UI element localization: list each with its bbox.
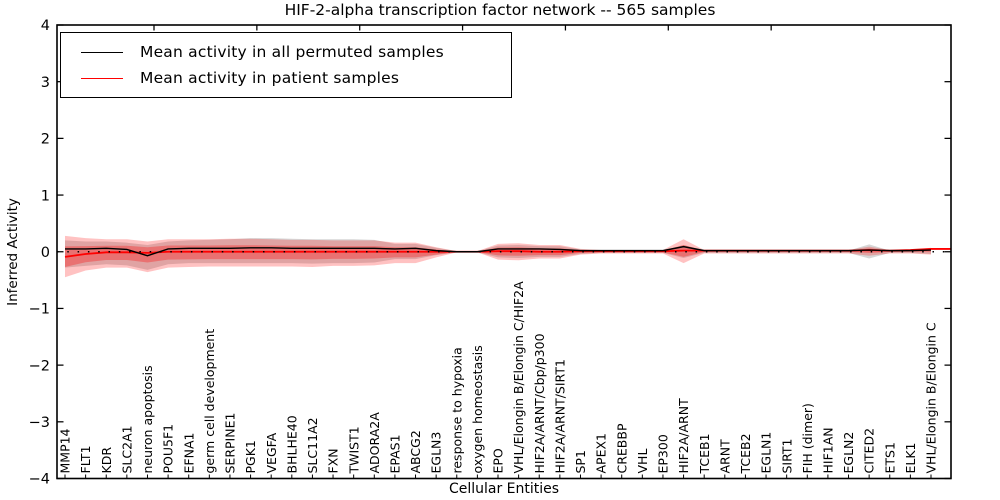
band-patient-samples-std [65,235,931,278]
x-category-label: FLT1 [78,445,93,473]
permuted-line-swatch [81,51,123,53]
y-tick-label: 1 [41,188,50,204]
legend: Mean activity in all permuted samples Me… [60,32,512,98]
x-category-label: ADORA2A [367,412,382,474]
x-category-label: CITED2 [862,428,877,474]
x-category-label: EGLN1 [759,432,774,474]
x-category-label: EPO [491,448,506,473]
x-axis-title: Cellular Entities [448,481,560,497]
x-category-label: response to hypoxia [449,347,464,473]
x-category-label: APEX1 [594,433,609,474]
x-category-label: FIH (dimer) [800,403,815,473]
x-category-label: EGLN2 [841,432,856,474]
y-tick-label: 2 [41,132,50,148]
legend-label-permuted: Mean activity in all permuted samples [140,43,444,61]
y-tick-label: 0 [41,245,50,261]
x-category-label: germ cell development [202,329,217,474]
y-tick-label: 4 [41,18,50,34]
y-tick-label: −2 [29,358,50,374]
x-category-label: HIF2A/ARNT/SIRT1 [552,359,567,473]
x-category-label: ABCG2 [408,430,423,473]
x-category-label: VHL [635,449,650,474]
x-category-label: MMP14 [58,428,73,473]
x-category-label: neuron apoptosis [140,365,155,473]
x-category-label: EP300 [656,434,671,473]
x-category-label: TWIST1 [346,426,361,474]
x-category-label: FXN [326,448,341,473]
x-category-label: SIRT1 [779,439,794,474]
y-tick-label: −3 [29,415,50,431]
x-category-label: EGLN3 [429,432,444,474]
x-category-label: SLC2A1 [119,425,134,473]
x-category-label: oxygen homeostasis [470,345,485,473]
x-category-label: ARNT [717,439,732,474]
x-category-label: HIF2A/ARNT [676,398,691,474]
x-category-label: KDR [99,447,114,474]
legend-entry-patient: Mean activity in patient samples [61,69,511,87]
legend-entry-permuted: Mean activity in all permuted samples [61,43,511,61]
x-category-label: PGK1 [243,440,258,473]
x-category-label: SLC11A2 [305,417,320,473]
x-category-label: SP1 [573,450,588,473]
x-category-label: TCEB2 [738,433,753,474]
x-category-label: VHL/Elongin B/Elongin C/HIF2A [511,281,526,474]
x-category-label: HIF1AN [821,427,836,473]
x-category-label: EFNA1 [181,433,196,474]
y-tick-label: 3 [41,75,50,91]
legend-label-patient: Mean activity in patient samples [140,69,400,87]
patient-line-swatch [81,77,123,79]
x-category-label: TCEB1 [697,433,712,474]
series-permuted-line [65,245,932,257]
x-category-label: CREBBP [614,423,629,473]
x-category-label: HIF2A/ARNT/Cbp/p300 [532,333,547,473]
y-tick-label: −1 [29,302,50,318]
x-category-label: ETS1 [882,442,897,473]
chart-title: HIF-2-alpha transcription factor network… [284,1,716,19]
band-permuted-samples-std [65,238,931,270]
x-category-label: VHL/Elongin B/Elongin C [924,322,939,473]
x-category-label: EPAS1 [388,434,403,473]
x-category-label: SERPINE1 [223,413,238,474]
x-category-label: BHLHE40 [284,415,299,473]
x-category-label: ELK1 [903,442,918,473]
x-category-label: VEGFA [264,432,279,473]
y-tick-label: −4 [29,472,50,488]
x-category-label: POU5F1 [161,424,176,474]
